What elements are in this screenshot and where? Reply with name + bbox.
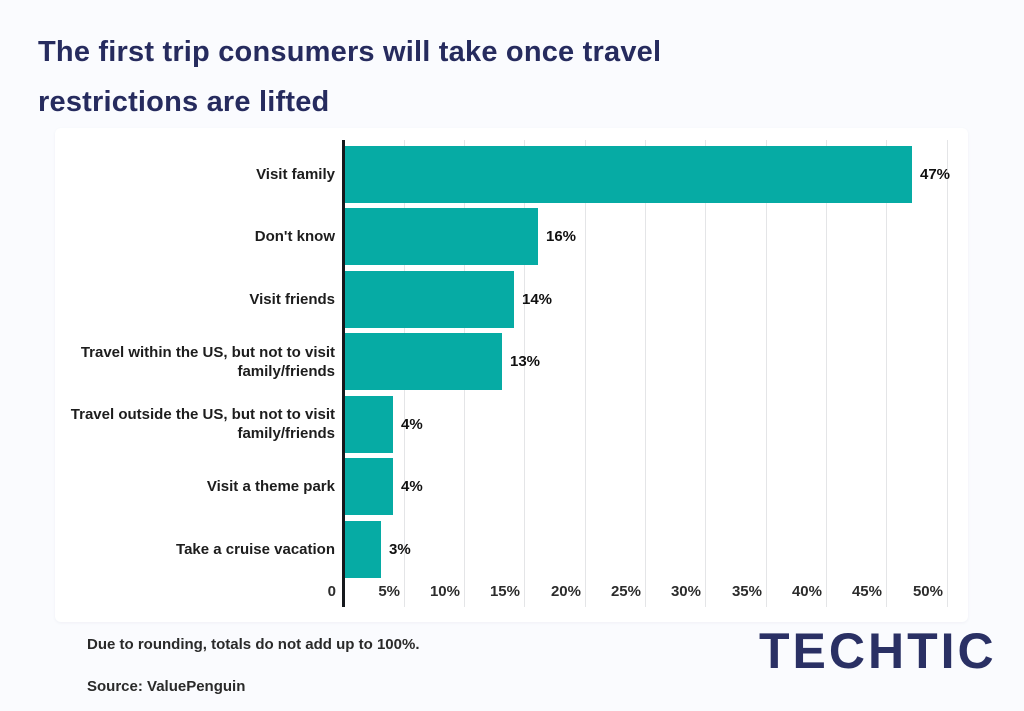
gridline [886, 140, 887, 607]
value-label: 47% [920, 165, 951, 183]
chart-title: The first trip consumers will take once … [38, 27, 661, 127]
category-label: Don't know [55, 206, 335, 269]
bar-row: 4% [345, 456, 968, 519]
y-axis-line [342, 140, 345, 607]
category-label-text: Visit family [256, 165, 335, 183]
x-tick-label: 10% [429, 583, 460, 600]
gridline [645, 140, 646, 607]
bar-row: 4% [345, 393, 968, 456]
category-label: Take a cruise vacation [55, 518, 335, 581]
value-label: 14% [522, 290, 553, 308]
gridline [766, 140, 767, 607]
x-tick-label: 30% [670, 583, 701, 600]
category-label-text: Travel outside the US, but not to visit f… [70, 406, 335, 443]
category-label-text: Take a cruise vacation [176, 540, 335, 558]
chart-title-line1: The first trip consumers will take once … [38, 36, 662, 68]
x-tick-label: 0 [327, 583, 336, 600]
bar-row: 3% [345, 518, 968, 581]
x-tick-label: 20% [550, 583, 581, 600]
chart-card: Visit family Don't know Visit friends Trave… [55, 128, 968, 622]
x-tick-label: 15% [489, 583, 520, 600]
bar-chart: Visit family Don't know Visit friends Trave… [55, 128, 968, 622]
category-label: Travel within the US, but not to visit fa… [55, 331, 335, 394]
bar [345, 208, 538, 266]
bar-row: 14% [345, 268, 968, 331]
bar-row: 16% [345, 206, 968, 269]
footnote: Due to rounding, totals do not add up to… [87, 636, 420, 653]
bar [345, 395, 393, 453]
category-label-text: Travel within the US, but not to visit fa… [80, 343, 335, 380]
value-label: 13% [510, 353, 541, 371]
x-tick-label: 35% [731, 583, 762, 600]
category-label: Visit a theme park [55, 456, 335, 519]
bar [345, 458, 393, 516]
x-tick-label: 45% [851, 583, 882, 600]
gridline [585, 140, 586, 607]
gridline [826, 140, 827, 607]
x-tick-label: 5% [378, 583, 400, 600]
techtic-logo: TECHTIC [759, 623, 997, 679]
chart-title-line2: restrictions are lifted [38, 86, 330, 118]
x-tick-label: 25% [610, 583, 641, 600]
x-tick-label: 40% [791, 583, 822, 600]
category-label-text: Don't know [254, 228, 335, 246]
gridline [947, 140, 948, 607]
bar-row: 47% [345, 143, 968, 206]
category-labels: Visit family Don't know Visit friends Trave… [55, 143, 335, 581]
source-credit: Source: ValuePenguin [87, 678, 246, 695]
x-tick-label: 50% [912, 583, 943, 600]
category-label: Visit family [55, 143, 335, 206]
value-label: 4% [401, 415, 423, 433]
value-label: 3% [389, 540, 411, 558]
category-label-text: Visit friends [249, 290, 335, 308]
bar [345, 145, 912, 203]
category-label: Travel outside the US, but not to visit f… [55, 393, 335, 456]
bars: 47% 16% 14% 13% 4% 4% 3% [345, 143, 968, 581]
gridline [524, 140, 525, 607]
bar [345, 333, 502, 391]
gridline [705, 140, 706, 607]
value-label: 16% [546, 228, 577, 246]
bar [345, 520, 381, 578]
category-label-text: Visit a theme park [206, 478, 335, 496]
value-label: 4% [401, 478, 423, 496]
bar [345, 270, 514, 328]
bar-row: 13% [345, 331, 968, 394]
category-label: Visit friends [55, 268, 335, 331]
